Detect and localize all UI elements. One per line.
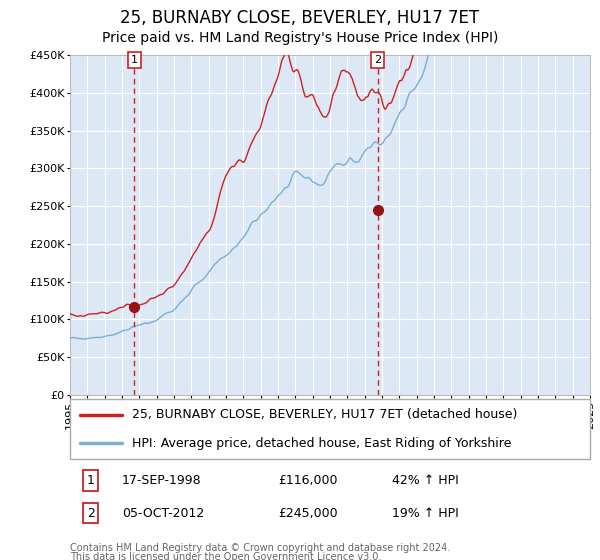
FancyBboxPatch shape [70, 399, 590, 459]
Text: 25, BURNABY CLOSE, BEVERLEY, HU17 7ET (detached house): 25, BURNABY CLOSE, BEVERLEY, HU17 7ET (d… [133, 408, 518, 421]
Text: £245,000: £245,000 [278, 507, 338, 520]
Text: 25, BURNABY CLOSE, BEVERLEY, HU17 7ET: 25, BURNABY CLOSE, BEVERLEY, HU17 7ET [121, 9, 479, 27]
Text: £116,000: £116,000 [278, 474, 337, 487]
Text: 17-SEP-1998: 17-SEP-1998 [122, 474, 202, 487]
Text: 1: 1 [87, 474, 95, 487]
Text: 19% ↑ HPI: 19% ↑ HPI [392, 507, 459, 520]
Text: 2: 2 [374, 55, 382, 65]
Text: Price paid vs. HM Land Registry's House Price Index (HPI): Price paid vs. HM Land Registry's House … [102, 31, 498, 45]
Text: Contains HM Land Registry data © Crown copyright and database right 2024.: Contains HM Land Registry data © Crown c… [70, 543, 450, 553]
Text: 1: 1 [131, 55, 138, 65]
Text: 05-OCT-2012: 05-OCT-2012 [122, 507, 204, 520]
Text: HPI: Average price, detached house, East Riding of Yorkshire: HPI: Average price, detached house, East… [133, 437, 512, 450]
Text: This data is licensed under the Open Government Licence v3.0.: This data is licensed under the Open Gov… [70, 552, 382, 560]
Text: 2: 2 [87, 507, 95, 520]
Text: 42% ↑ HPI: 42% ↑ HPI [392, 474, 459, 487]
